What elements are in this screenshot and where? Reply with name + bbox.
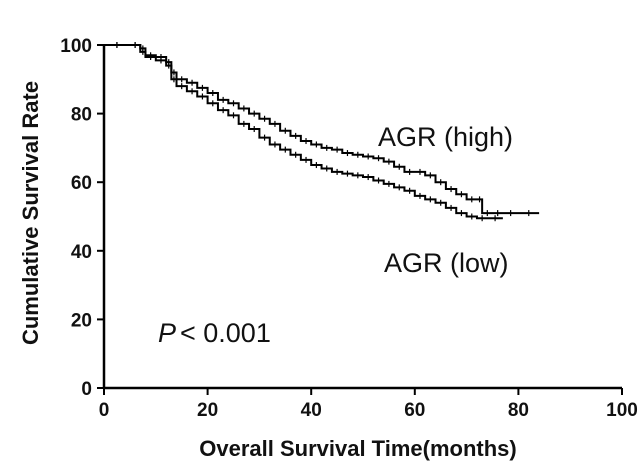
x-tick-label: 0	[99, 400, 110, 421]
series-layer	[104, 42, 540, 222]
x-tick-label: 80	[508, 400, 529, 421]
ticks-layer: 0 20 40 60 80 100 0 20 40 60 80 100	[60, 36, 638, 421]
y-tick-label: 100	[60, 36, 92, 57]
series-line-agr-low	[104, 44, 503, 220]
x-tick-label: 40	[301, 400, 322, 421]
p-value-text: < 0.001	[180, 318, 271, 348]
x-tick-label: 20	[197, 400, 218, 421]
y-tick-label: 60	[71, 173, 92, 194]
label-agr-high: AGR (high)	[378, 122, 513, 152]
y-tick-label: 0	[81, 379, 92, 400]
x-tick-label: 60	[404, 400, 425, 421]
label-agr-low: AGR (low)	[384, 248, 509, 278]
p-value-symbol: P	[158, 318, 176, 348]
y-tick-label: 80	[71, 105, 92, 126]
x-tick-label: 100	[606, 400, 638, 421]
y-tick-label: 40	[71, 242, 92, 263]
x-axis-title: Overall Survival Time(months)	[199, 436, 516, 461]
y-axis-title: Cumulative Survival Rate	[18, 81, 43, 345]
y-tick-label: 20	[71, 310, 92, 331]
